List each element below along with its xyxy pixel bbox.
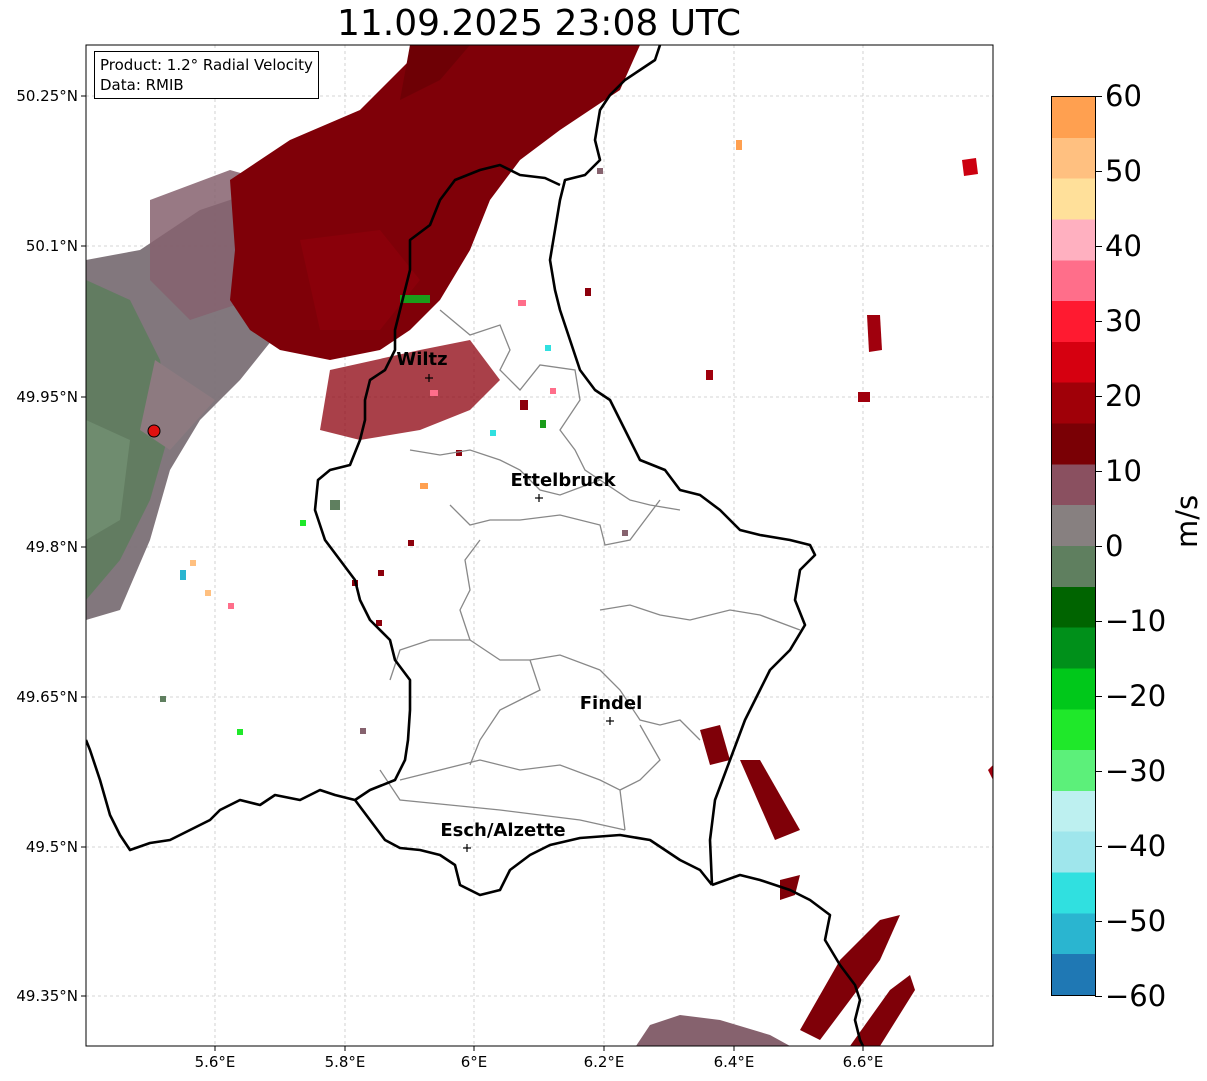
city-label-wiltz: Wiltz [396, 349, 448, 370]
map-title: 11.09.2025 23:08 UTC [336, 3, 742, 44]
colorbar-tick-mark [1095, 396, 1102, 397]
colorbar-tick-label: 20 [1105, 379, 1142, 413]
lat-label: 50.1°N [25, 237, 78, 255]
colorbar-tick-mark [1095, 546, 1102, 547]
colorbar-tick-label: 10 [1105, 454, 1142, 488]
lat-label: 49.5°N [25, 838, 78, 856]
city-label-esch-alzette: Esch/Alzette [440, 820, 566, 841]
colorbar-tick-mark [1095, 246, 1102, 247]
colorbar-tick-mark [1095, 171, 1102, 172]
city-markers [425, 374, 614, 852]
national-borders [86, 45, 865, 1046]
city-label-findel: Findel [579, 693, 643, 714]
lon-label: 6.4°E [713, 1053, 755, 1071]
map-frame [85, 44, 994, 1047]
axis-ticks [81, 95, 864, 1051]
colorbar-tick-label: 50 [1105, 154, 1142, 188]
lat-label: 50.25°N [16, 87, 78, 105]
lon-label: 5.8°E [324, 1053, 366, 1071]
colorbar-tick-label: −40 [1105, 829, 1167, 863]
colorbar-tick-mark [1095, 846, 1102, 847]
colorbar-tick-mark [1095, 921, 1102, 922]
colorbar-tick-mark [1095, 996, 1102, 997]
colorbar [1051, 96, 1096, 996]
colorbar-tick-label: −20 [1105, 679, 1167, 713]
colorbar-tick-label: 60 [1105, 79, 1142, 113]
colorbar-tick-mark [1095, 471, 1102, 472]
canton-boundaries [379, 309, 801, 831]
city-label-ettelbruck: Ettelbruck [510, 470, 616, 491]
colorbar-tick-label: 30 [1105, 304, 1142, 338]
colorbar-tick-mark [1095, 771, 1102, 772]
colorbar-tick-label: −30 [1105, 754, 1167, 788]
radar-site-marker [147, 424, 161, 438]
lon-label: 6.2°E [583, 1053, 625, 1071]
colorbar-unit-label: m/s [1170, 494, 1204, 548]
lon-label: 6.6°E [842, 1053, 884, 1071]
radar-echo-south [636, 1015, 790, 1046]
lon-label: 5.6°E [194, 1053, 236, 1071]
data-source-label: Data: RMIB [100, 76, 184, 94]
product-info-box: Product: 1.2° Radial Velocity Data: RMIB [94, 51, 319, 99]
colorbar-tick-label: 0 [1105, 529, 1124, 563]
colorbar-tick-label: 40 [1105, 229, 1142, 263]
lat-label: 49.65°N [16, 688, 78, 706]
colorbar-tick-mark [1095, 621, 1102, 622]
colorbar-tick-mark [1095, 696, 1102, 697]
lat-label: 49.8°N [25, 538, 78, 556]
product-label: Product: 1.2° Radial Velocity [100, 56, 313, 74]
colorbar-tick-label: −60 [1105, 979, 1167, 1013]
lon-label: 6°E [460, 1053, 488, 1071]
lat-label: 49.95°N [16, 388, 78, 406]
colorbar-tick-mark [1095, 96, 1102, 97]
colorbar-tick-mark [1095, 321, 1102, 322]
colorbar-tick-label: −10 [1105, 604, 1167, 638]
lat-label: 49.35°N [16, 987, 78, 1005]
colorbar-tick-label: −50 [1105, 904, 1167, 938]
